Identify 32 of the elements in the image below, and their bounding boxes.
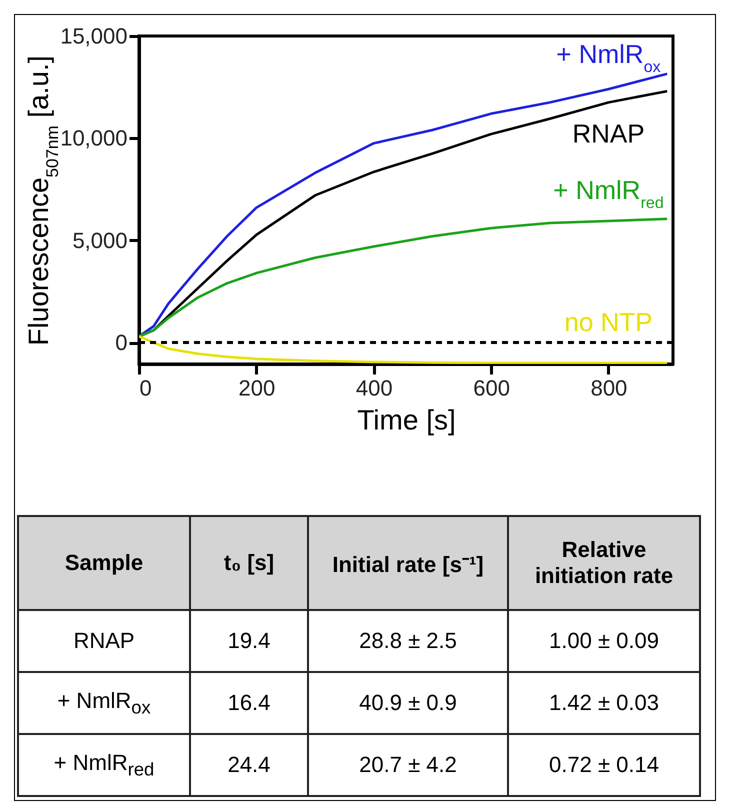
y-tick-label: 10,000: [60, 126, 128, 151]
text: 24.4: [190, 734, 308, 796]
text: Relative initiation rate: [508, 516, 700, 610]
x-tick-label: 800: [590, 376, 628, 400]
text: 20.7 ± 4.2: [308, 734, 508, 796]
x-tick-label: 600: [473, 376, 510, 400]
text: 19.4: [190, 610, 308, 672]
line-series: [139, 218, 668, 338]
x-tick-label: 200: [238, 376, 276, 400]
y-tick-label: 15,000: [60, 24, 128, 48]
line-series: [139, 335, 668, 364]
text: Initial rate [s⁻¹]: [308, 516, 508, 610]
y-tick-label: 0: [115, 330, 128, 356]
text: RNAP: [18, 610, 190, 672]
x-tick-label: 0: [140, 376, 152, 400]
text: + NmlR$_{red}$: [18, 734, 190, 796]
series-label: no NTP: [564, 306, 653, 337]
x-tick-label: 400: [356, 376, 393, 400]
text: 1.42 ± 0.03: [508, 672, 700, 734]
text: + NmlR$_{ox}$: [18, 672, 190, 734]
x-axis-title: Time [s]: [357, 404, 456, 436]
text: t₀ [s]: [190, 516, 308, 610]
series-label: + NmlR$_{red}$: [553, 174, 664, 212]
text: 16.4: [190, 672, 308, 734]
text: Sample: [18, 516, 190, 610]
series-label: RNAP: [572, 118, 645, 148]
series-label: + NmlR$_{ox}$: [556, 39, 661, 76]
text: 1.00 ± 0.09: [508, 610, 700, 672]
text: 28.8 ± 2.5: [308, 610, 508, 672]
text: 0.72 ± 0.14: [508, 734, 700, 796]
text: 40.9 ± 0.9: [308, 672, 508, 734]
y-tick-label: 5,000: [72, 228, 128, 253]
